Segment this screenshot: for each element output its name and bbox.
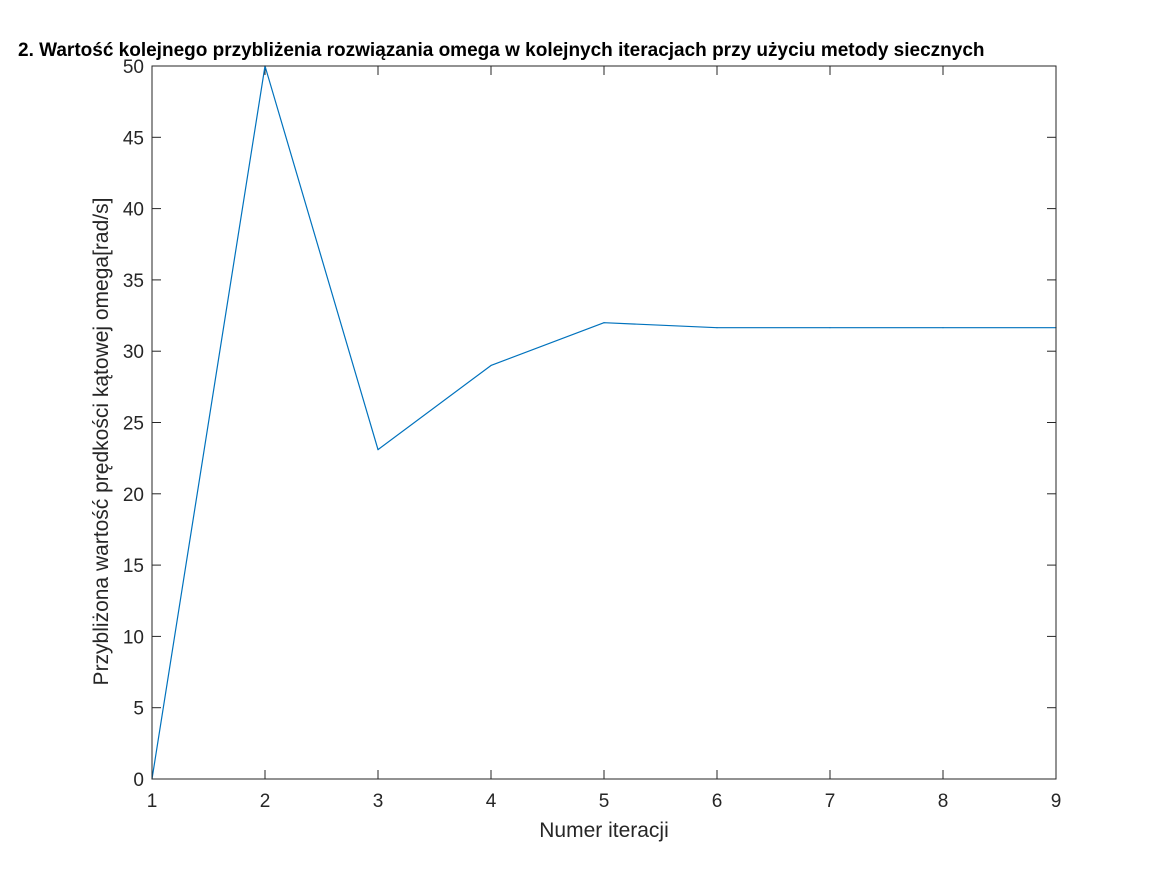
x-tick-label: 1	[147, 791, 158, 812]
x-tick-label: 3	[373, 791, 384, 812]
x-tick-label: 8	[938, 791, 949, 812]
x-tick-label: 9	[1051, 791, 1062, 812]
y-tick-label: 5	[133, 699, 144, 720]
x-tick-label: 6	[712, 791, 723, 812]
y-tick-label: 35	[123, 271, 144, 292]
y-tick-label: 10	[123, 627, 144, 648]
y-tick-label: 20	[123, 485, 144, 506]
y-tick-label: 15	[123, 556, 144, 577]
chart-title: 2. Wartość kolejnego przybliżenia rozwią…	[18, 40, 985, 61]
y-tick-label: 45	[123, 128, 144, 149]
x-tick-label: 4	[486, 791, 497, 812]
x-tick-label: 7	[825, 791, 836, 812]
series-point	[716, 327, 718, 329]
y-tick-label: 30	[123, 342, 144, 363]
series-point	[490, 364, 492, 367]
series-point	[942, 327, 944, 329]
y-tick-label: 40	[123, 200, 144, 221]
series-point	[829, 327, 831, 329]
y-tick-label: 0	[133, 770, 144, 791]
x-axis-label: Numer iteracji	[539, 819, 669, 842]
x-tick-label: 2	[260, 791, 271, 812]
series-point	[603, 322, 605, 324]
series-line	[151, 65, 1056, 780]
y-axis-label: Przybliżona wartość prędkości kątowej om…	[90, 198, 113, 686]
x-tick-label: 5	[599, 791, 610, 812]
plot-area-frame	[151, 65, 1057, 780]
y-tick-label: 50	[123, 57, 144, 78]
series-point	[377, 448, 379, 451]
y-tick-label: 25	[123, 414, 144, 435]
